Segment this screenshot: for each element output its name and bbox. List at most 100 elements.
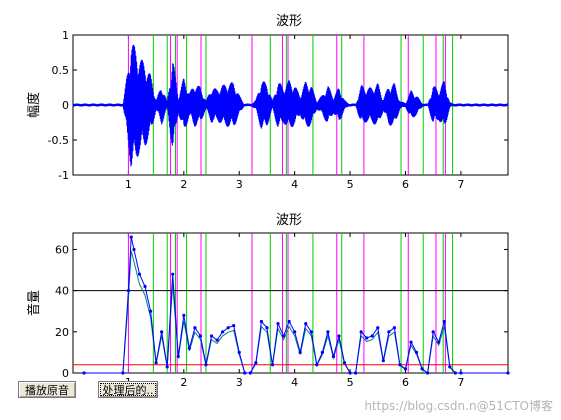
waveform-xtick-label: 3 xyxy=(236,178,243,191)
waveform-xtick-label: 5 xyxy=(347,178,354,191)
waveform-axis-ticks: 1 2 3 4 5 6 7 1 0.5 0 -0.5 -1 xyxy=(48,29,508,191)
volume-point xyxy=(409,340,413,344)
volume-point xyxy=(298,350,302,355)
volume-point xyxy=(276,321,280,326)
volume-point xyxy=(387,330,391,334)
volume-point xyxy=(121,371,125,375)
volume-point xyxy=(370,334,374,338)
volume-point xyxy=(226,326,230,330)
waveform-xtick-label: 4 xyxy=(291,178,298,191)
volume-ytick-label: 60 xyxy=(55,243,69,256)
waveform-ytick-label: -1 xyxy=(58,169,69,182)
volume-point xyxy=(281,334,286,338)
volume-xtick-label: 7 xyxy=(457,376,464,389)
volume-point xyxy=(204,363,208,367)
volume-point xyxy=(154,361,158,365)
volume-xtick-label: 6 xyxy=(402,376,409,389)
play-processed-button[interactable]: 处理后的.. xyxy=(98,381,158,398)
waveform-ytick-label: -0.5 xyxy=(48,134,69,147)
volume-point xyxy=(320,350,324,355)
volume-point xyxy=(506,371,510,375)
volume-point xyxy=(315,363,319,367)
volume-point xyxy=(376,326,380,330)
volume-xtick-label: 4 xyxy=(291,376,298,389)
waveform-xtick-label: 1 xyxy=(125,178,132,191)
volume-markers xyxy=(127,233,454,373)
volume-point xyxy=(132,247,136,252)
waveform-xtick-label: 6 xyxy=(402,178,409,191)
waveform-xtick-label: 2 xyxy=(180,178,187,191)
volume-point xyxy=(448,365,452,369)
volume-points xyxy=(82,235,510,375)
volume-ylabel: 音量 xyxy=(26,290,42,316)
volume-ytick-label: 40 xyxy=(55,285,69,298)
volume-point xyxy=(420,367,424,371)
volume-point xyxy=(348,371,352,375)
volume-point xyxy=(270,363,275,367)
volume-point xyxy=(309,330,313,334)
volume-point xyxy=(243,371,247,375)
volume-point xyxy=(248,371,252,375)
volume-point xyxy=(365,336,369,340)
volume-point xyxy=(254,361,258,365)
waveform-title: 波形 xyxy=(276,14,302,29)
volume-point xyxy=(437,340,441,344)
volume-point xyxy=(414,350,419,355)
volume-xtick-label: 2 xyxy=(180,376,187,389)
volume-point xyxy=(403,367,408,371)
volume-point xyxy=(442,319,446,324)
volume-point xyxy=(381,359,385,363)
amplitude-ylabel: 幅度 xyxy=(26,92,42,118)
volume-point xyxy=(459,371,463,375)
volume-point xyxy=(232,324,236,328)
volume-point xyxy=(431,330,435,334)
volume-point xyxy=(326,330,330,334)
volume-point xyxy=(221,330,225,334)
volume-point xyxy=(265,326,269,330)
volume-point xyxy=(148,309,153,313)
volume-point xyxy=(342,361,347,365)
volume-point xyxy=(237,350,241,355)
waveform-ytick-label: 0.5 xyxy=(52,64,70,77)
volume-point xyxy=(209,334,214,338)
volume-title: 波形 xyxy=(276,213,302,228)
volume-point xyxy=(331,354,336,359)
volume-point xyxy=(176,354,180,359)
volume-point xyxy=(398,363,402,367)
volume-point xyxy=(354,371,358,375)
volume-point xyxy=(215,338,219,342)
waveform-ytick-label: 0 xyxy=(62,99,69,112)
volume-point xyxy=(182,313,186,317)
volume-point xyxy=(187,346,191,350)
volume-point xyxy=(160,330,164,334)
play-original-button[interactable]: 播放原音 xyxy=(18,381,76,398)
volume-point xyxy=(126,289,131,293)
volume-ytick-label: 20 xyxy=(55,326,69,339)
volume-xtick-label: 5 xyxy=(347,376,354,389)
volume-ytick-label: 0 xyxy=(62,367,69,380)
volume-point xyxy=(129,235,133,239)
volume-axis-ticks: 12345670204060 xyxy=(55,233,508,389)
volume-point xyxy=(137,272,142,276)
volume-point xyxy=(392,326,397,330)
volume-point xyxy=(171,272,175,276)
volume-point xyxy=(337,334,341,338)
volume-point xyxy=(259,319,264,324)
volume-point xyxy=(453,371,457,375)
volume-point xyxy=(287,319,291,324)
waveform-signal xyxy=(72,44,509,167)
volume-point xyxy=(82,371,86,375)
watermark: https://blog.csdn.n@51CTO博客 xyxy=(364,399,553,413)
waveform-ytick-label: 1 xyxy=(62,29,69,42)
volume-point xyxy=(143,284,147,289)
volume-point xyxy=(359,330,363,334)
volume-point xyxy=(293,330,297,334)
volume-point xyxy=(426,371,430,375)
volume-xtick-label: 3 xyxy=(236,376,243,389)
volume-point xyxy=(198,334,203,338)
volume-point xyxy=(165,365,169,369)
volume-point xyxy=(304,321,308,326)
waveform-xtick-label: 7 xyxy=(457,178,464,191)
volume-point xyxy=(193,326,197,330)
